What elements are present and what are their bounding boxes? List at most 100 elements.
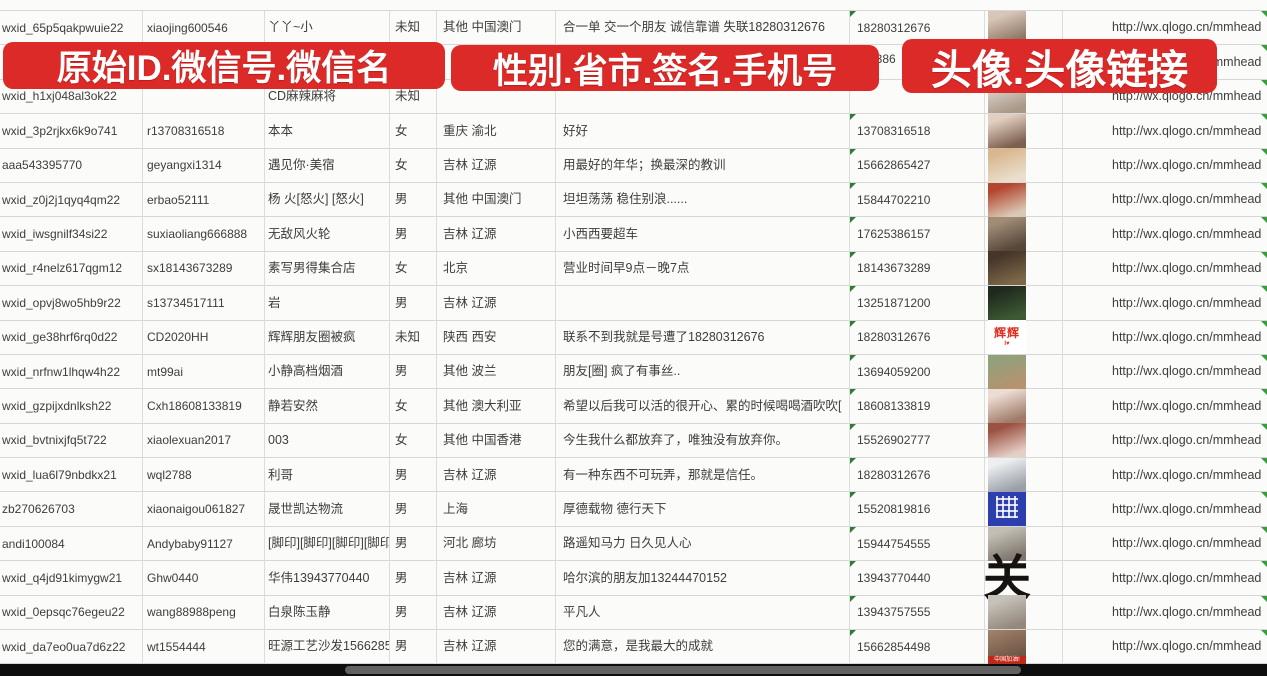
cell-gender[interactable]: 女 xyxy=(390,114,437,149)
cell-gender[interactable]: 男 xyxy=(390,492,437,527)
cell-avatar-url[interactable]: http://wx.qlogo.cn/mmhead xyxy=(1063,251,1267,287)
cell-signature[interactable]: 有一种东西不可玩弄，那就是信任。 xyxy=(556,458,850,493)
cell-original-id[interactable]: wxid_r4nelz617qgm12 xyxy=(0,251,143,287)
cell-wechat-no[interactable]: xiaolexuan2017 xyxy=(143,423,265,459)
cell-region[interactable]: 北京 xyxy=(437,251,556,287)
cell-avatar-url[interactable]: http://wx.qlogo.cn/mmhead xyxy=(1063,114,1267,149)
cell-avatar-url[interactable]: http://wx.qlogo.cn/mmhead xyxy=(1063,526,1267,562)
cell-wechat-no[interactable]: Andybaby91127 xyxy=(143,526,265,562)
cell-avatar[interactable] xyxy=(985,182,1063,218)
cell-wechat-no[interactable] xyxy=(143,79,265,115)
cell-gender[interactable]: 男 xyxy=(390,182,437,218)
cell-avatar[interactable] xyxy=(985,285,1063,321)
cell-original-id[interactable]: wxid_iwsgnilf34si22 xyxy=(0,217,143,252)
cell-avatar[interactable] xyxy=(985,423,1063,459)
cell-avatar[interactable] xyxy=(985,457,1063,493)
cell-gender[interactable]: 女 xyxy=(390,389,437,424)
cell-gender[interactable]: 男 xyxy=(390,630,437,665)
cell-original-id[interactable]: zb270626703 xyxy=(0,492,143,527)
cell-phone[interactable]: 17625386157 xyxy=(850,217,985,252)
cell-region[interactable]: 其他 中国香港 xyxy=(437,423,556,459)
cell-wechat-no[interactable]: sx18143673289 xyxy=(143,251,265,287)
cell-avatar-url[interactable]: http://wx.qlogo.cn/mmhead xyxy=(1063,423,1267,459)
cell-region[interactable]: 吉林 辽源 xyxy=(437,595,556,631)
cell-wechat-name[interactable]: [脚印][脚印][脚印][脚印] xyxy=(265,526,390,562)
cell-phone[interactable]: 13251871200 xyxy=(850,286,985,321)
cell-wechat-name[interactable]: 白泉陈玉静 xyxy=(265,595,390,631)
cell-gender[interactable]: 女 xyxy=(390,423,437,459)
cell-phone[interactable]: 18608133819 xyxy=(850,389,985,424)
cell-wechat-no[interactable]: erbao52111 xyxy=(143,182,265,218)
cell-wechat-name[interactable]: 遇见你·美宿 xyxy=(265,148,390,183)
cell-original-id[interactable]: wxid_da7eo0ua7d6z22 xyxy=(0,630,143,665)
cell-signature[interactable]: 希望以后我可以活的很开心、累的时候喝喝酒吹吹[ xyxy=(556,389,850,424)
cell-original-id[interactable]: wxid_q4jd91kimygw21 xyxy=(0,561,143,596)
cell-gender[interactable]: 未知 xyxy=(390,11,437,46)
cell-avatar[interactable] xyxy=(985,389,1063,424)
cell-wechat-name[interactable]: 003 xyxy=(265,423,390,459)
cell-wechat-no[interactable]: wql2788 xyxy=(143,458,265,493)
cell-avatar-url[interactable]: http://wx.qlogo.cn/mmhead xyxy=(1063,354,1267,390)
cell-gender[interactable]: 男 xyxy=(390,561,437,596)
cell-signature[interactable]: 用最好的年华；换最深的教训 xyxy=(556,148,850,183)
cell-region[interactable]: 吉林 辽源 xyxy=(437,217,556,252)
cell-signature[interactable]: 小西西要超车 xyxy=(556,217,850,252)
cell-wechat-name[interactable]: 华伟13943770440 xyxy=(265,561,390,596)
cell-signature[interactable]: 今生我什么都放弃了，唯独没有放弃你。 xyxy=(556,423,850,459)
cell-original-id[interactable]: wxid_opvj8wo5hb9r22 xyxy=(0,286,143,321)
cell-original-id[interactable]: wxid_gzpijxdnlksh22 xyxy=(0,389,143,424)
cell-wechat-name[interactable]: 岩 xyxy=(265,286,390,321)
cell-region[interactable] xyxy=(437,79,556,115)
cell-phone[interactable]: 15662865427 xyxy=(850,148,985,183)
cell-avatar[interactable]: 关 xyxy=(983,554,1063,602)
cell-wechat-no[interactable]: Ghw0440 xyxy=(143,561,265,596)
cell-phone[interactable]: 15844702210 xyxy=(850,182,985,218)
cell-avatar-url[interactable]: http://wx.qlogo.cn/mmhead xyxy=(1063,286,1267,321)
cell-region[interactable]: 重庆 渝北 xyxy=(437,114,556,149)
cell-region[interactable]: 吉林 辽源 xyxy=(437,561,556,596)
cell-wechat-name[interactable]: CD麻辣麻将 xyxy=(265,79,390,115)
cell-gender[interactable]: 女 xyxy=(390,148,437,183)
cell-wechat-no[interactable]: suxiaoliang666888 xyxy=(143,217,265,252)
cell-phone[interactable]: 15662854498 xyxy=(850,630,985,665)
cell-avatar[interactable] xyxy=(985,354,1063,390)
cell-phone[interactable]: 13694059200 xyxy=(850,354,985,390)
cell-signature[interactable]: 合一单 交一个朋友 诚信靠谱 失联18280312676 xyxy=(556,11,850,46)
cell-original-id[interactable]: wxid_lua6l79nbdkx21 xyxy=(0,458,143,493)
cell-gender[interactable]: 男 xyxy=(390,354,437,390)
cell-signature[interactable]: 营业时间早9点－晚7点 xyxy=(556,251,850,287)
cell-region[interactable]: 吉林 辽源 xyxy=(437,458,556,493)
cell-gender[interactable]: 男 xyxy=(390,217,437,252)
cell-phone[interactable]: 13708316518 xyxy=(850,114,985,149)
cell-phone[interactable]: 15520819816 xyxy=(850,492,985,527)
cell-signature[interactable]: 朋友[圈] 疯了有事丝.. xyxy=(556,354,850,390)
cell-wechat-name[interactable]: 小静高档烟酒 xyxy=(265,354,390,390)
cell-region[interactable]: 陕西 西安 xyxy=(437,320,556,355)
cell-signature[interactable] xyxy=(556,286,850,321)
cell-original-id[interactable]: aaa543395770 xyxy=(0,148,143,183)
cell-phone[interactable]: 15526902777 xyxy=(850,423,985,459)
cell-original-id[interactable]: wxid_ge38hrf6rq0d22 xyxy=(0,320,143,355)
cell-region[interactable]: 吉林 辽源 xyxy=(437,286,556,321)
cell-avatar-url[interactable]: http://wx.qlogo.cn/mmhead xyxy=(1063,492,1267,527)
cell-original-id[interactable]: wxid_3p2rjkx6k9o741 xyxy=(0,114,143,149)
cell-signature[interactable]: 路遥知马力 日久见人心 xyxy=(556,526,850,562)
cell-phone[interactable] xyxy=(850,79,985,115)
cell-phone[interactable]: 13943770440 xyxy=(850,561,985,596)
cell-gender[interactable]: 男 xyxy=(390,526,437,562)
cell-wechat-no[interactable]: wt1554444 xyxy=(143,630,265,665)
cell-region[interactable]: 其他 中国澳门 xyxy=(437,11,556,46)
cell-region[interactable]: 河北 廊坊 xyxy=(437,526,556,562)
cell-wechat-name[interactable]: 辉辉朋友圈被疯 xyxy=(265,320,390,355)
cell-wechat-no[interactable]: r13708316518 xyxy=(143,114,265,149)
cell-avatar-url[interactable]: http://wx.qlogo.cn/mmhead xyxy=(1063,389,1267,424)
cell-region[interactable]: 其他 中国澳门 xyxy=(437,182,556,218)
cell-avatar-url[interactable]: http://wx.qlogo.cn/mmhead xyxy=(1063,458,1267,493)
cell-avatar-url[interactable]: http://wx.qlogo.cn/mmhead xyxy=(1063,217,1267,252)
cell-phone[interactable]: 18280312676 xyxy=(850,458,985,493)
cell-signature[interactable]: 好好 xyxy=(556,114,850,149)
cell-wechat-name[interactable]: 利哥 xyxy=(265,458,390,493)
cell-region[interactable]: 吉林 辽源 xyxy=(437,148,556,183)
cell-original-id[interactable]: andi100084 xyxy=(0,526,143,562)
cell-avatar[interactable] xyxy=(985,113,1063,149)
